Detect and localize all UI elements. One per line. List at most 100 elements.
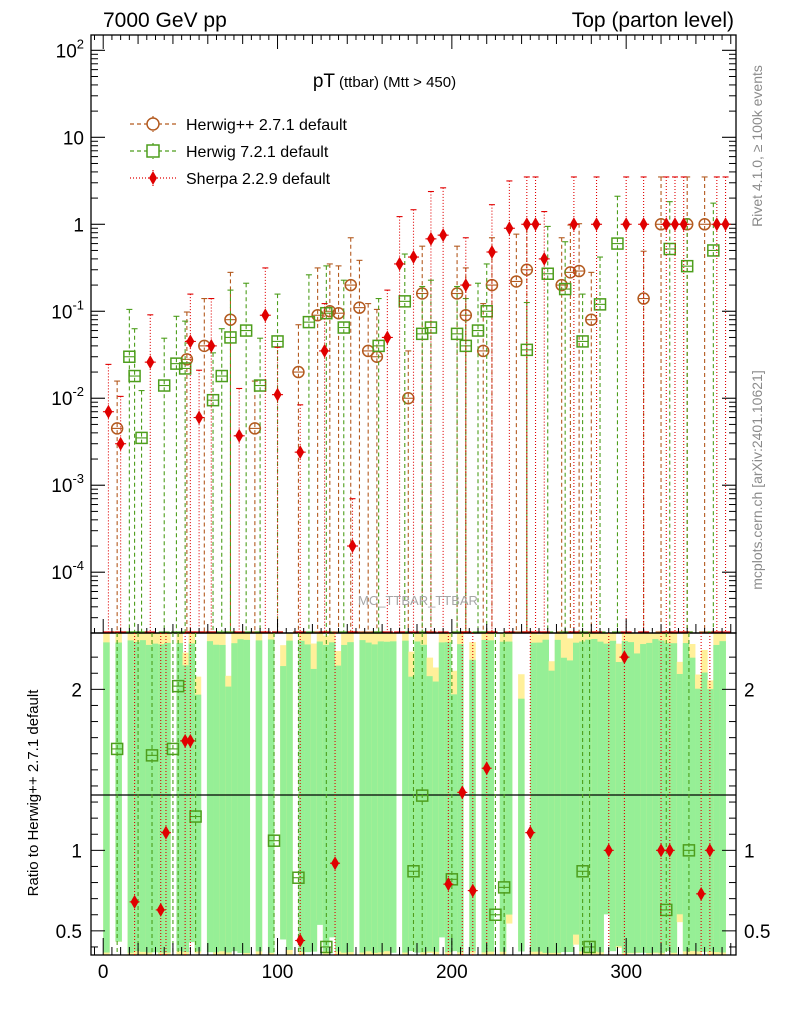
chart-title-main: pT (313, 71, 336, 92)
point-sherpa (320, 343, 329, 358)
ratio-band-stat (255, 640, 263, 952)
ratio-band-stat (377, 641, 385, 953)
point-sherpa (639, 217, 648, 232)
y-tick-label: 10-4 (51, 558, 84, 584)
point-herwig7 (471, 324, 485, 337)
ratio-point-sherpa (697, 886, 706, 901)
ratio-point-herwig7 (583, 940, 596, 954)
ratio-band-stat (652, 639, 659, 953)
ratio-y-tick-label: 1 (71, 841, 82, 862)
ratio-point-sherpa (468, 883, 477, 898)
ratio-band-stat (450, 694, 458, 952)
point-sherpa (670, 217, 679, 232)
ratio-band-stat (542, 639, 550, 953)
point-herwig7 (611, 237, 624, 250)
point-herwig7 (135, 431, 148, 445)
ratio-band-stat (603, 643, 611, 915)
ratio-band-stat (566, 660, 574, 953)
ratio-band-stat (280, 666, 287, 940)
point-herwig7 (707, 244, 720, 257)
x-tick-label: 300 (610, 962, 642, 983)
point-herwigpp (344, 278, 357, 292)
legend-marker-diamond (149, 171, 157, 185)
ratio-band-stat (560, 657, 568, 953)
ratio-band-stat (457, 644, 464, 953)
ratio-band-stat (615, 662, 623, 947)
point-herwigpp (555, 278, 568, 292)
point-sherpa (487, 245, 496, 260)
ratio-band-stat (328, 642, 336, 938)
ratio-band-stat (225, 686, 232, 953)
ratio-band-stat (670, 643, 678, 953)
header-left: 7000 GeV pp (103, 9, 227, 32)
ratio-band-stat (267, 639, 275, 953)
ratio-y-tick-label-right: 2 (744, 680, 755, 701)
point-sherpa (273, 387, 282, 402)
ratio-point-herwig7 (171, 679, 185, 693)
side-label-mcplots: mcplots.cern.ch [arXiv:2401.10621] (749, 370, 765, 589)
ratio-band-stat (194, 694, 202, 952)
point-herwigpp (510, 275, 523, 288)
point-sherpa (540, 251, 549, 266)
ratio-band-stat (627, 642, 635, 953)
point-sherpa (104, 404, 113, 419)
point-sherpa (505, 221, 514, 236)
ratio-band-stat (231, 643, 238, 952)
ratio-point-sherpa (181, 733, 190, 748)
x-tick-label: 100 (262, 962, 294, 983)
point-herwigpp (292, 365, 305, 379)
ratio-band-stat (347, 642, 354, 953)
point-sherpa (116, 436, 125, 451)
point-herwigpp (332, 306, 345, 320)
y-tick-label: 10-2 (51, 384, 84, 410)
point-sherpa (721, 217, 730, 232)
point-herwigpp (637, 292, 650, 305)
point-sherpa (592, 217, 601, 232)
point-herwigpp (402, 391, 415, 405)
chart-title-sub: (ttbar) (Mtt > 450) (339, 74, 456, 91)
y-tick-label: 102 (56, 36, 84, 62)
point-sherpa (235, 428, 244, 443)
point-sherpa (195, 410, 204, 425)
ratio-point-herwig7 (415, 789, 429, 802)
legend-label-sherpa: Sherpa 2.2.9 default (186, 171, 331, 188)
ratio-band-stat (188, 643, 196, 943)
ratio-band-stat (341, 644, 348, 953)
bottom-panel: 2 2 1 1 0.5 0.5 Ratio to Herwig++ 2.7.1 defau… (25, 632, 770, 956)
ratio-band-stat (420, 644, 427, 953)
point-sherpa (261, 308, 270, 323)
ratio-band-stat (487, 640, 495, 952)
ratio-y-tick-label: 2 (71, 680, 82, 701)
point-herwig7 (239, 324, 253, 337)
ratio-band-stat (310, 668, 318, 952)
ratio-point-sherpa (526, 825, 535, 840)
ratio-band-stat (176, 643, 183, 952)
ratio-y-tick-label: 0.5 (56, 922, 82, 943)
y-tick-label: 10-3 (51, 471, 84, 497)
point-sherpa (662, 217, 671, 232)
ratio-band-stat (688, 657, 696, 952)
ratio-band-stat (701, 672, 708, 952)
ratio-band-stat (414, 641, 421, 953)
legend-item-herwig7: Herwig 7.2.1 default (130, 143, 329, 161)
ratio-band-stat (499, 641, 507, 952)
ratio-band-stat (359, 640, 366, 953)
ratio-point-sherpa (705, 843, 714, 858)
side-label-rivet: Rivet 4.1.0, ≥ 100k events (749, 65, 765, 227)
ratio-band-stat (383, 641, 391, 952)
ratio-band-stat (640, 644, 647, 953)
ratio-point-herwig7 (682, 844, 696, 857)
ratio-point-sherpa (296, 933, 305, 948)
point-sherpa (207, 338, 216, 353)
point-herwigpp (323, 305, 337, 318)
ratio-band-stat (322, 644, 330, 952)
ratio-band-stat (646, 642, 653, 953)
y-tick-label: 10-1 (51, 297, 84, 323)
point-sherpa (409, 250, 418, 265)
legend-marker-square (146, 144, 160, 158)
watermark: MC_TTBAR_TTBAR (358, 593, 478, 608)
point-sherpa (679, 217, 688, 232)
ratio-point-sherpa (657, 843, 666, 858)
ratio-point-sherpa (331, 856, 340, 871)
legend-label-herwigpp: Herwig++ 2.7.1 default (186, 117, 348, 134)
